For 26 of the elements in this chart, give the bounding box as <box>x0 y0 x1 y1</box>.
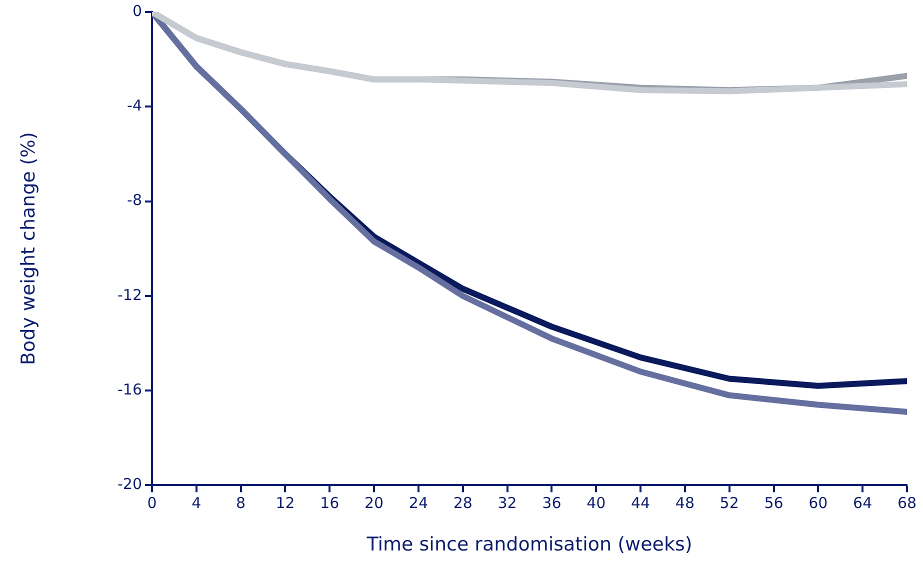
y-tick-label: -20 <box>118 475 142 494</box>
x-tick-label: 32 <box>498 494 517 512</box>
y-tick-label: -12 <box>118 286 142 304</box>
x-tick-label: 4 <box>192 494 202 512</box>
x-tick-label: 0 <box>147 494 157 512</box>
x-tick-label: 24 <box>408 494 428 512</box>
y-tick-label: -4 <box>127 96 142 115</box>
x-tick-label: 16 <box>320 494 340 512</box>
x-axis-title: Time since randomisation (weeks) <box>366 534 692 556</box>
x-tick-label: 52 <box>720 494 739 512</box>
x-tick-label: 56 <box>764 494 784 512</box>
x-tick-label: 36 <box>542 494 562 512</box>
x-tick-label: 48 <box>675 494 694 512</box>
x-tick-label: 8 <box>236 494 246 512</box>
x-tick-label: 64 <box>853 494 872 512</box>
x-tick-label: 28 <box>453 494 472 512</box>
x-tick-label: 40 <box>586 494 606 512</box>
y-tick-label: -8 <box>127 191 142 210</box>
y-tick-label: 0 <box>132 2 142 20</box>
x-tick-label: 68 <box>897 494 917 512</box>
y-axis-title: Body weight change (%) <box>17 132 40 366</box>
x-tick-label: 12 <box>276 494 295 512</box>
y-tick-label: -16 <box>118 380 142 398</box>
x-tick-label: 44 <box>630 494 650 512</box>
x-tick-label: 20 <box>364 494 384 512</box>
x-tick-label: 60 <box>808 494 828 512</box>
